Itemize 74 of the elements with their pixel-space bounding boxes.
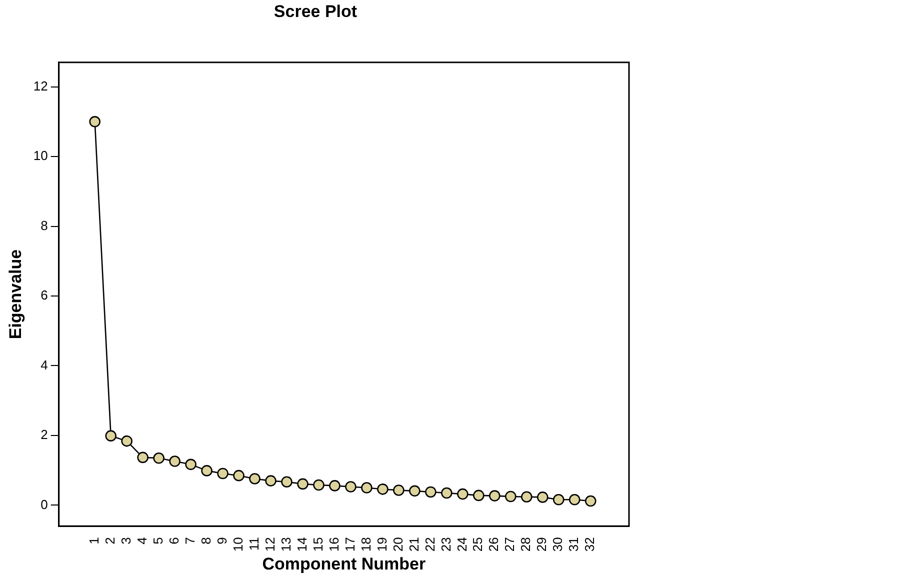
point: [457, 488, 468, 500]
x-tick-label: 30: [550, 537, 566, 552]
x-tick-label: 29: [534, 537, 550, 552]
x-tick-label: 4: [134, 537, 150, 544]
point: [249, 473, 260, 484]
point: [201, 465, 212, 476]
x-tick-label: 18: [358, 537, 374, 552]
x-tick-label: 23: [438, 537, 454, 552]
point: [105, 430, 116, 442]
x-tick-label: 27: [502, 537, 518, 552]
point: [169, 456, 180, 467]
y-tick-label: 4: [40, 357, 48, 372]
point: [505, 490, 516, 502]
point: [441, 487, 452, 499]
point: [137, 452, 148, 464]
point: [233, 470, 244, 482]
y-axis-title: Eigenvalue: [6, 249, 25, 340]
point: [425, 486, 436, 498]
x-tick-label: 1: [86, 537, 102, 544]
x-tick-label: 6: [166, 537, 182, 544]
x-tick-label: 26: [486, 537, 502, 552]
x-tick-label: 11: [246, 537, 262, 551]
y-tick-label: 2: [40, 427, 48, 442]
x-tick-label: 28: [518, 537, 534, 552]
x-tick-label: 13: [278, 537, 294, 552]
point: [153, 452, 164, 464]
point: [568, 494, 580, 506]
point: [89, 116, 100, 128]
x-tick-label: 9: [214, 537, 230, 544]
point: [265, 475, 276, 486]
chart-title: Scree Plot: [274, 2, 358, 21]
point: [329, 480, 340, 492]
x-tick-label: 19: [374, 537, 390, 552]
x-tick-label: 16: [326, 537, 342, 552]
x-tick-label: 31: [566, 537, 582, 552]
x-tick-label: 25: [470, 537, 486, 552]
y-tick-label: 0: [40, 496, 48, 512]
x-tick-label: 32: [582, 537, 598, 552]
point: [584, 495, 596, 507]
x-tick-label: 8: [198, 537, 214, 544]
point: [409, 485, 420, 497]
x-tick-label: 2: [102, 537, 118, 544]
point: [281, 476, 292, 488]
x-tick-label: 14: [294, 537, 310, 552]
point: [473, 490, 484, 502]
point: [345, 481, 356, 492]
point: [520, 491, 532, 502]
x-tick-label: 3: [118, 537, 134, 544]
point: [552, 494, 564, 506]
x-tick-label: 10: [230, 537, 246, 552]
point: [489, 490, 500, 502]
x-axis-title: Component Number: [262, 554, 426, 574]
x-tick-label: 17: [342, 537, 358, 552]
point: [377, 484, 388, 495]
y-tick-label: 12: [33, 78, 48, 94]
point: [185, 458, 196, 470]
y-tick-label: 8: [40, 218, 48, 233]
point: [313, 479, 324, 491]
x-tick-label: 22: [422, 537, 438, 552]
point: [121, 435, 132, 447]
point: [361, 482, 372, 494]
x-tick-label: 12: [262, 537, 278, 552]
x-tick-label: 15: [310, 537, 326, 552]
point: [217, 468, 228, 480]
x-tick-label: 20: [390, 537, 406, 552]
x-tick-label: 24: [454, 537, 470, 552]
x-tick-label: 5: [150, 537, 166, 544]
point: [536, 492, 548, 503]
y-tick-label: 10: [33, 148, 48, 164]
y-tick-label: 6: [40, 288, 48, 303]
point: [393, 484, 404, 496]
x-tick-label: 21: [406, 537, 422, 552]
x-tick-label: 7: [182, 537, 198, 544]
point: [297, 478, 308, 490]
